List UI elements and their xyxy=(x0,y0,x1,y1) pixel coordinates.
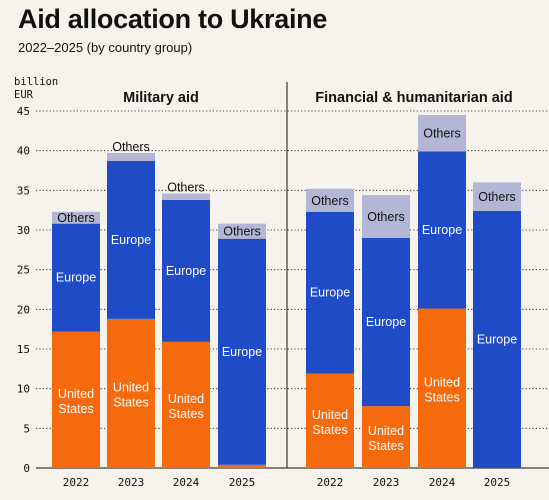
y-tick-label: 45 xyxy=(17,105,30,118)
bar-segment-europe xyxy=(107,160,155,319)
bar-label-europe: Europe xyxy=(166,264,206,278)
bar-segment-europe xyxy=(362,237,410,407)
bar-label-europe: Europe xyxy=(222,345,262,359)
y-axis-unit: billion EUR xyxy=(14,76,58,102)
bar-segment-others xyxy=(362,195,410,238)
x-tick-label: 2024 xyxy=(429,476,456,489)
bar-segment-others xyxy=(306,188,354,212)
bar-segment-europe xyxy=(418,151,466,309)
bar-label-united-states: United States xyxy=(368,424,404,453)
x-tick-label: 2022 xyxy=(317,476,344,489)
bar-label-others: Others xyxy=(112,140,150,154)
y-tick-label: 30 xyxy=(17,224,30,237)
bar-segment-others xyxy=(162,193,210,200)
bar-segment-europe xyxy=(162,199,210,342)
chart-title: Aid allocation to Ukraine xyxy=(18,4,328,34)
bar-label-europe: Europe xyxy=(366,315,406,329)
unit-line-2: EUR xyxy=(14,89,33,101)
y-tick-label: 20 xyxy=(17,303,30,316)
x-tick-label: 2022 xyxy=(63,476,90,489)
bar-segment-others xyxy=(473,182,521,211)
bar-label-others: Others xyxy=(423,127,461,141)
x-tick-label: 2025 xyxy=(229,476,256,489)
y-tick-label: 10 xyxy=(17,383,30,396)
y-tick-label: 15 xyxy=(17,343,30,356)
bar-segment-others xyxy=(52,211,100,224)
bar-segment-others xyxy=(418,114,466,152)
y-tick-label: 35 xyxy=(17,184,30,197)
bar-label-europe: Europe xyxy=(111,233,151,247)
bar-segment-united-states xyxy=(218,464,266,468)
y-tick-label: 0 xyxy=(23,462,30,475)
bar-segment-europe xyxy=(52,223,100,332)
bar-label-europe: Europe xyxy=(422,223,462,237)
bar-label-united-states: United States xyxy=(312,408,348,437)
bar-segment-others xyxy=(218,223,266,239)
unit-line-1: billion xyxy=(14,76,59,88)
bar-label-europe: Europe xyxy=(310,286,350,300)
bar-segment-united-states xyxy=(162,341,210,468)
y-tick-label: 5 xyxy=(23,422,30,435)
bar-label-united-states: United States xyxy=(168,392,204,421)
bar-label-others: Others xyxy=(367,210,405,224)
bar-segment-united-states xyxy=(418,308,466,468)
x-tick-label: 2025 xyxy=(484,476,511,489)
x-tick-label: 2023 xyxy=(373,476,400,489)
bar-label-others: Others xyxy=(223,225,261,239)
bar-label-europe: Europe xyxy=(56,271,96,285)
bar-label-united-states: United States xyxy=(424,375,460,404)
bar-segment-others xyxy=(107,153,155,161)
bar-label-others: Others xyxy=(167,181,205,195)
bar-segment-europe xyxy=(218,238,266,465)
bar-label-others: Others xyxy=(311,194,349,208)
bar-segment-united-states xyxy=(107,318,155,468)
bar-segment-united-states xyxy=(306,373,354,468)
y-tick-label: 40 xyxy=(17,145,30,158)
panel-title: Military aid xyxy=(123,90,199,106)
bar-segment-united-states xyxy=(362,406,410,468)
x-tick-label: 2023 xyxy=(118,476,145,489)
bar-segment-united-states xyxy=(52,331,100,468)
bar-label-others: Others xyxy=(478,190,516,204)
chart-subtitle: 2022–2025 (by country group) xyxy=(18,40,193,55)
x-tick-label: 2024 xyxy=(173,476,200,489)
bar-label-others: Others xyxy=(57,211,95,225)
bar-segment-europe xyxy=(473,210,521,468)
bar-label-europe: Europe xyxy=(477,332,517,346)
bar-label-united-states: United States xyxy=(113,380,149,409)
panel-title: Financial & humanitarian aid xyxy=(315,90,512,106)
y-tick-label: 25 xyxy=(17,264,30,277)
bar-segment-europe xyxy=(306,211,354,374)
bar-label-united-states: United States xyxy=(58,387,94,416)
